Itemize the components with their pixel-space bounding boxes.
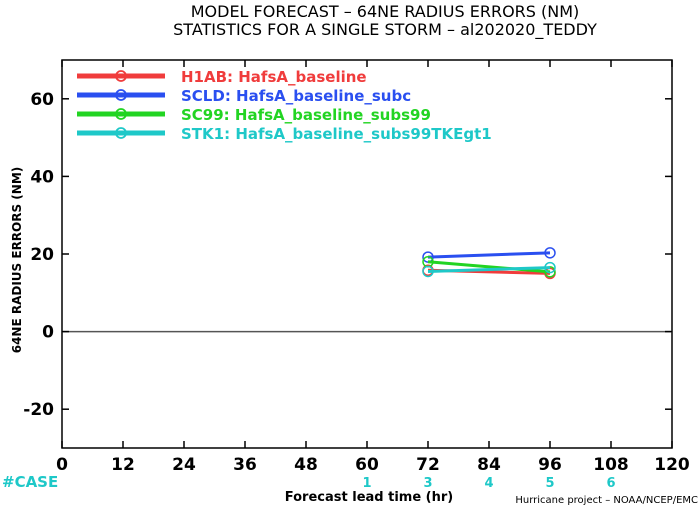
x-tick-label: 48 [294,455,318,475]
legend-label: SC99: HafsA_baseline_subs99 [181,106,431,124]
case-count: 1 [362,476,371,491]
y-axis-label: 64NE RADIUS ERRORS (NM) [10,167,24,354]
x-tick-label: 72 [416,455,440,475]
legend-label: STK1: HafsA_baseline_subs99TKEgt1 [181,125,492,143]
case-label: #CASE [2,473,58,491]
data-point [544,261,556,274]
case-count: 5 [545,476,554,491]
y-tick-label: 20 [30,245,54,265]
y-tick-label: 60 [30,90,54,110]
x-tick-label: 84 [477,455,501,475]
plot-area: -20 0 20 40 60 0 12 24 36 48 60 72 84 96 108 120 1 3 4 5 6 H1… [23,59,690,491]
y-tick-label: -20 [23,400,54,420]
legend-marker [115,108,127,120]
x-tick-label: 36 [233,455,257,475]
data-point [544,247,556,259]
x-tick-label: 60 [355,455,379,475]
case-count: 4 [484,476,493,491]
credit-text: Hurricane project – NOAA/NCEP/EMC [515,495,698,506]
x-tick-label: 0 [56,455,68,475]
series-line [427,260,551,274]
y-tick-label: 0 [42,323,54,343]
chart-title: MODEL FORECAST – 64NE RADIUS ERRORS (NM) [191,2,580,21]
case-count: 3 [423,476,432,491]
chart-subtitle: STATISTICS FOR A SINGLE STORM – al202020… [173,20,597,40]
x-tick-label: 120 [654,455,690,475]
x-axis-label: Forecast lead time (hr) [285,490,453,505]
legend-marker [115,89,127,101]
x-tick-label: 12 [111,455,135,475]
x-tick-label: 108 [593,455,629,475]
series-line [427,251,551,259]
legend-label: SCLD: HafsA_baseline_subc [181,87,411,105]
legend-marker [115,127,127,139]
data-point [422,265,434,278]
legend-marker [115,70,127,82]
y-tick-label: 40 [30,167,54,187]
x-tick-label: 96 [538,455,562,475]
data-point [544,266,556,278]
x-tick-label: 24 [172,455,196,475]
series-line [427,266,551,273]
case-count: 6 [606,476,615,491]
legend-label: H1AB: HafsA_baseline [181,68,367,86]
